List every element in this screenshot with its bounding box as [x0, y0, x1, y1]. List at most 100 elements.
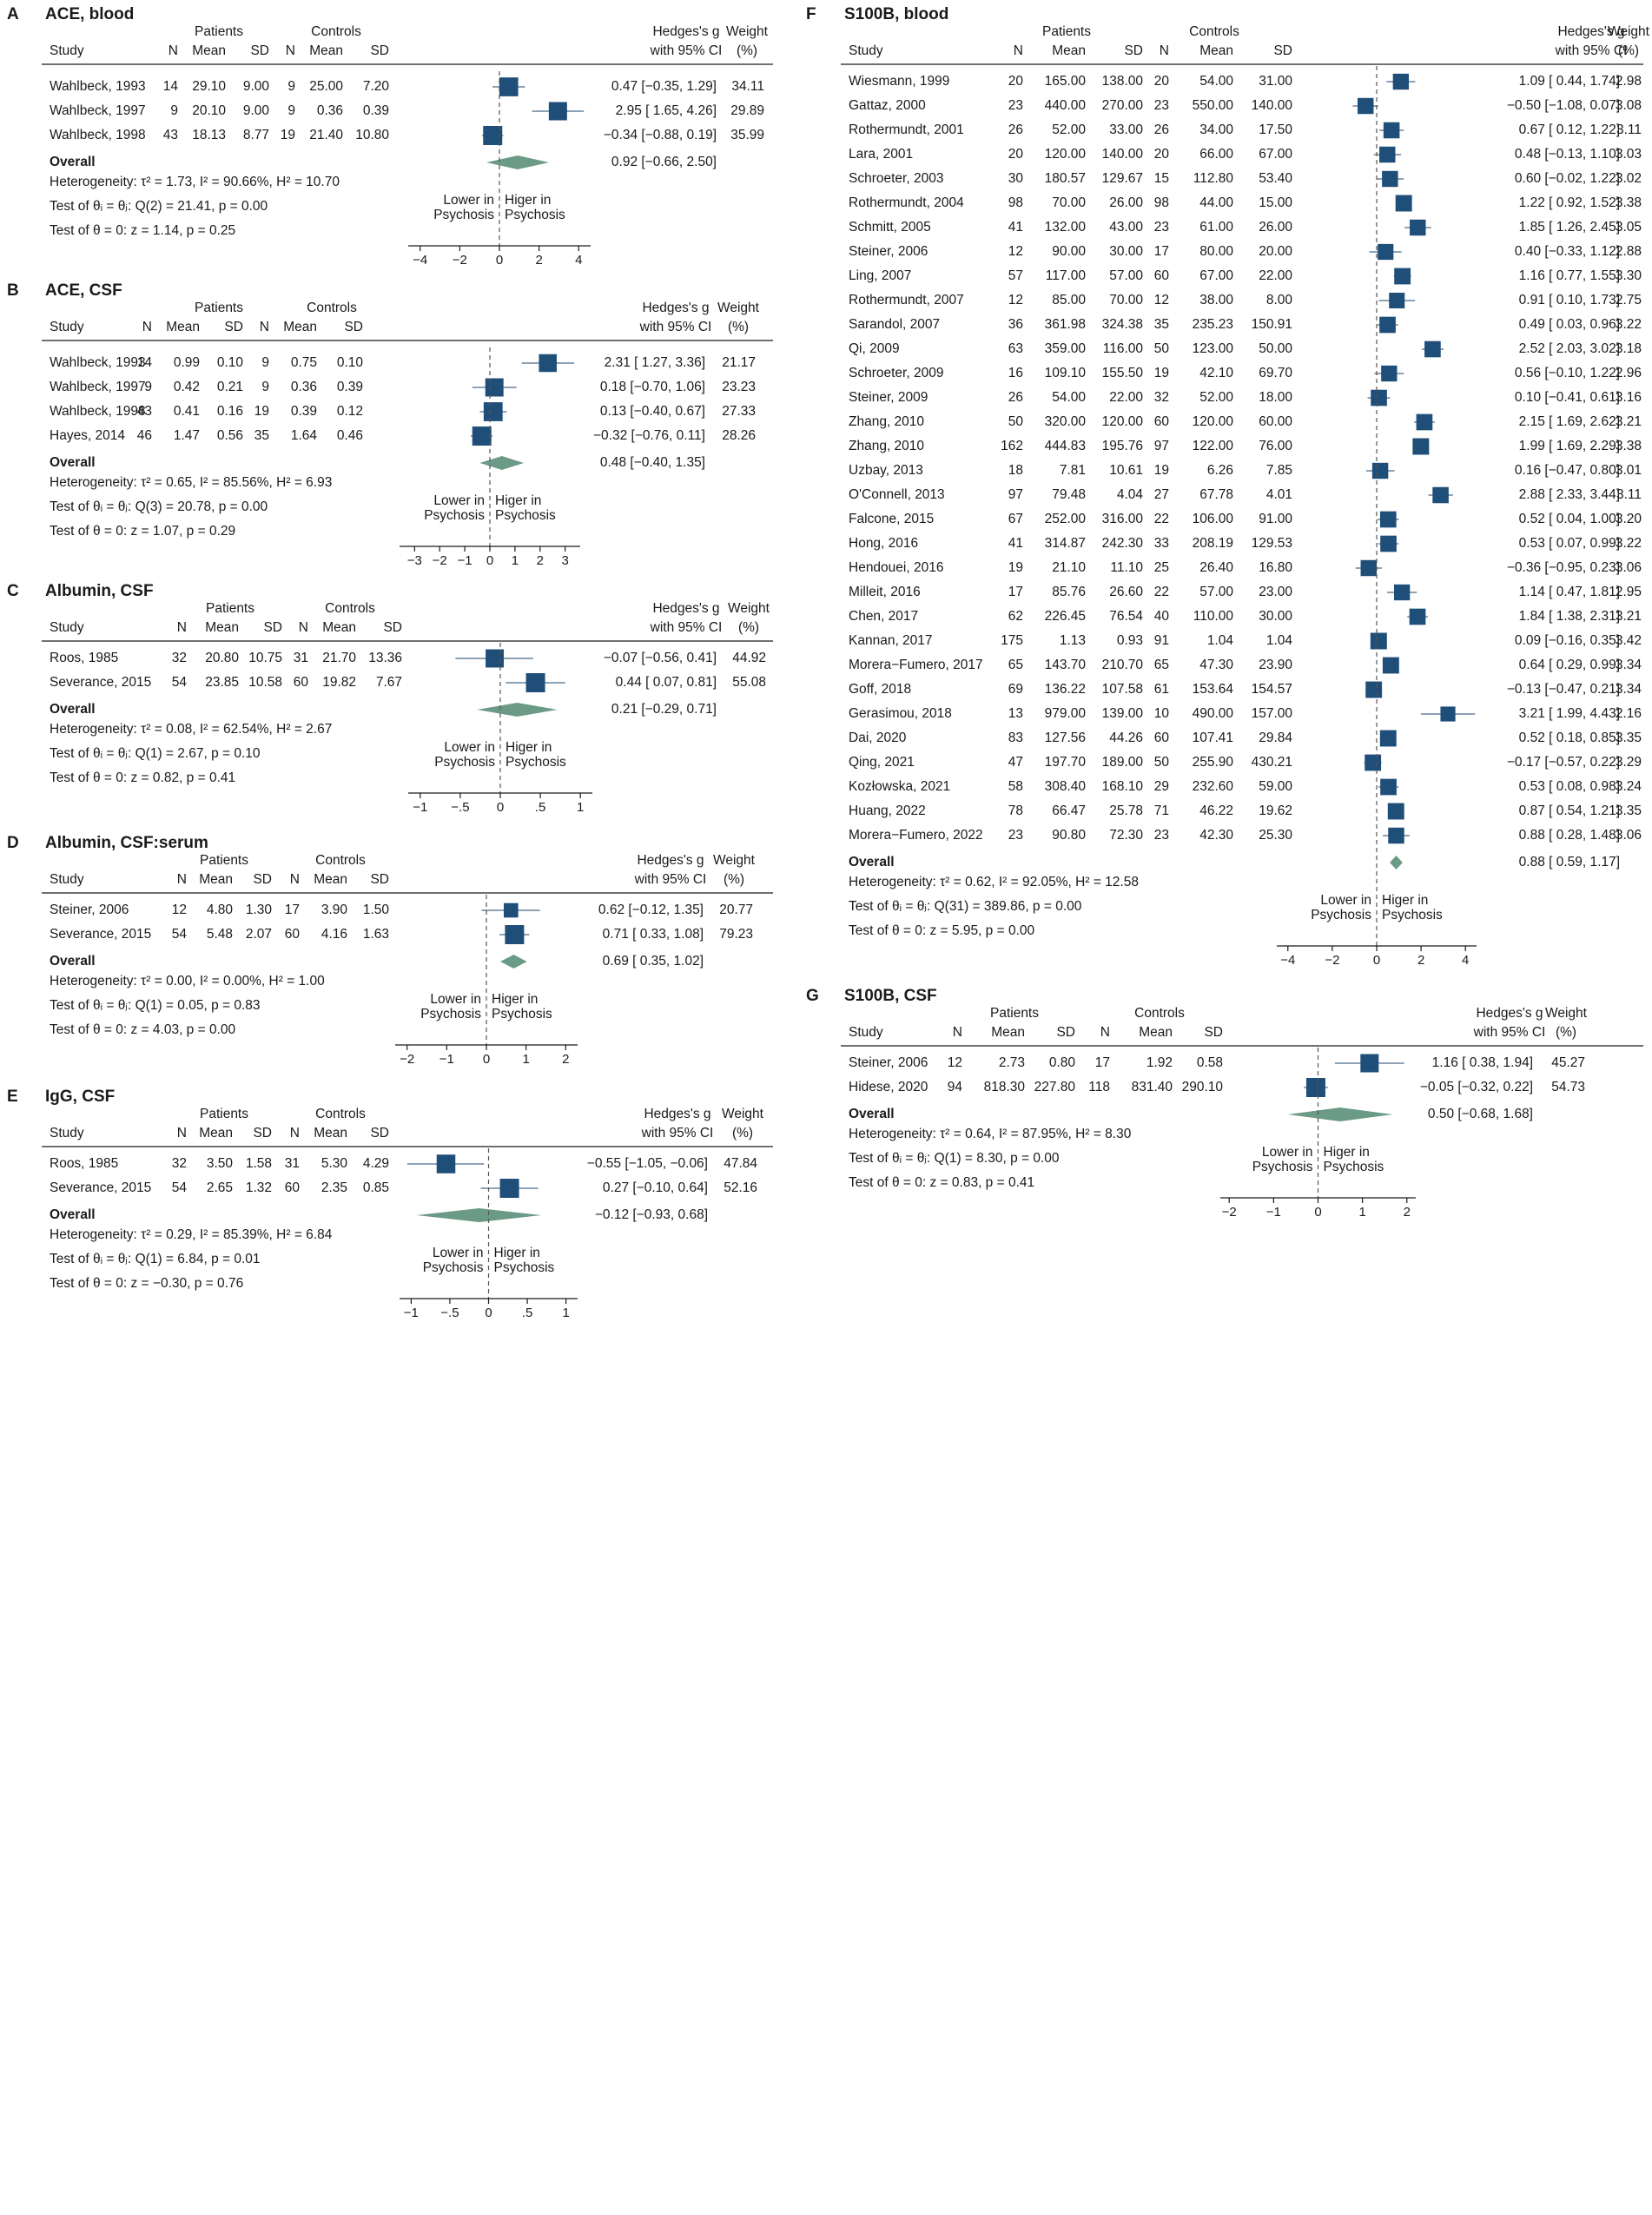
effect-square: [1416, 413, 1433, 431]
controls-n: 118: [1088, 1080, 1110, 1094]
header-controls-sd: SD: [344, 320, 363, 334]
effect-ci-text: 1.14 [ 0.47, 1.81]: [1518, 585, 1620, 599]
header-controls-n: N: [289, 1126, 300, 1141]
patients-n: 41: [1008, 220, 1023, 235]
header-patients-mean: Mean: [991, 1025, 1025, 1040]
study-name: Kannan, 2017: [849, 633, 933, 648]
controls-mean: 0.39: [290, 404, 317, 419]
controls-n: 9: [261, 380, 269, 394]
test-zero-text: Test of θ = 0: z = 1.14, p = 0.25: [50, 223, 236, 238]
study-name: Lara, 2001: [849, 147, 914, 162]
weight-value: 34.11: [731, 79, 764, 94]
direction-right-label: Psychosis: [1323, 1160, 1384, 1174]
controls-sd: 30.00: [1259, 609, 1292, 624]
x-axis-tick-label: −1: [1265, 1205, 1281, 1220]
direction-left-label: Lower in: [444, 740, 495, 755]
controls-n: 23: [1153, 220, 1169, 235]
controls-mean: 25.00: [309, 79, 343, 94]
patients-n: 83: [1008, 731, 1023, 745]
patients-sd: 72.30: [1109, 828, 1143, 843]
header-controls-mean: Mean: [314, 872, 347, 887]
direction-left-label: Lower in: [432, 1246, 484, 1260]
panel-letter: B: [7, 281, 19, 300]
patients-sd: 140.00: [1101, 147, 1143, 162]
controls-sd: 150.91: [1251, 317, 1292, 332]
weight-value: 3.35: [1615, 731, 1642, 745]
patients-sd: 8.77: [242, 128, 269, 142]
header-patients-sd: SD: [263, 620, 282, 635]
controls-n: 9: [287, 79, 295, 94]
patients-n: 36: [1008, 317, 1023, 332]
effect-square: [525, 673, 545, 692]
patients-n: 30: [1008, 171, 1023, 186]
test-zero-text: Test of θ = 0: z = 4.03, p = 0.00: [50, 1022, 236, 1037]
controls-sd: 0.39: [336, 380, 363, 394]
weight-value: 45.27: [1551, 1055, 1585, 1070]
overall-diamond: [486, 155, 550, 169]
direction-left-label: Psychosis: [422, 1260, 484, 1275]
patients-n: 97: [1008, 487, 1023, 502]
controls-sd: 23.90: [1259, 658, 1292, 672]
controls-mean: 21.70: [322, 651, 356, 665]
study-name: Schroeter, 2003: [849, 171, 944, 186]
weight-value: 44.92: [732, 651, 766, 665]
effect-ci-text: −0.55 [−1.05, −0.06]: [586, 1156, 708, 1171]
controls-n: 71: [1153, 803, 1169, 818]
study-name: Zhang, 2010: [849, 414, 925, 429]
controls-mean: 5.30: [320, 1156, 347, 1171]
patients-mean: 979.00: [1044, 706, 1086, 721]
patients-n: 67: [1008, 512, 1023, 526]
header-controls-n: N: [259, 320, 269, 334]
study-name: Roos, 1985: [50, 651, 119, 665]
header-weight: Weight: [1545, 1006, 1587, 1021]
controls-mean: 52.00: [1199, 390, 1233, 405]
forest-svg-c: [42, 640, 773, 798]
overall-ci-text: 0.48 [−0.40, 1.35]: [599, 455, 705, 470]
effect-square: [1365, 681, 1383, 698]
weight-value: 3.18: [1615, 341, 1642, 356]
controls-n: 17: [284, 903, 300, 917]
controls-sd: 76.00: [1259, 439, 1292, 453]
header-patients: Patients: [989, 1006, 1039, 1021]
patients-mean: 165.00: [1044, 74, 1086, 89]
controls-n: 19: [1153, 463, 1169, 478]
patients-n: 162: [1001, 439, 1023, 453]
weight-value: 3.06: [1615, 560, 1642, 575]
patients-sd: 26.60: [1109, 585, 1143, 599]
weight-value: 27.33: [722, 404, 756, 419]
controls-n: 60: [293, 675, 308, 690]
patients-n: 13: [1008, 706, 1023, 721]
panel-title: S100B, CSF: [844, 987, 937, 1005]
test-heterogeneity-text: Test of θᵢ = θⱼ: Q(2) = 21.41, p = 0.00: [50, 199, 268, 214]
controls-n: 20: [1153, 74, 1169, 89]
patients-sd: 0.21: [216, 380, 243, 394]
header-controls: Controls: [311, 24, 361, 39]
direction-right-label: Psychosis: [1382, 908, 1443, 922]
patients-sd: 57.00: [1109, 268, 1143, 283]
header-patients-n: N: [168, 43, 178, 58]
header-controls-sd: SD: [370, 872, 389, 887]
patients-sd: 33.00: [1109, 122, 1143, 137]
direction-right-label: Higer in: [506, 740, 552, 755]
study-name: Severance, 2015: [50, 927, 152, 942]
controls-n: 29: [1153, 779, 1169, 794]
effect-square: [1305, 1078, 1325, 1097]
header-controls-mean: Mean: [322, 620, 356, 635]
controls-n: 17: [1153, 244, 1169, 259]
effect-ci-text: −0.34 [−0.88, 0.19]: [603, 128, 717, 142]
weight-value: 20.77: [719, 903, 753, 917]
study-name: Morera−Fumero, 2017: [849, 658, 983, 672]
study-name: Wiesmann, 1999: [849, 74, 950, 89]
x-axis-tick-label: 2: [1417, 953, 1425, 968]
x-axis-tick-label: −2: [432, 553, 447, 568]
controls-mean: 0.36: [290, 380, 317, 394]
patients-n: 20: [1008, 147, 1023, 162]
header-weight-unit: (%): [727, 320, 750, 334]
effect-square: [1388, 827, 1404, 844]
study-name: O'Connell, 2013: [849, 487, 945, 502]
controls-n: 35: [1153, 317, 1169, 332]
weight-value: 3.02: [1615, 171, 1642, 186]
controls-mean: 107.41: [1192, 731, 1233, 745]
study-name: Qi, 2009: [849, 341, 900, 356]
header-study: Study: [50, 620, 84, 635]
